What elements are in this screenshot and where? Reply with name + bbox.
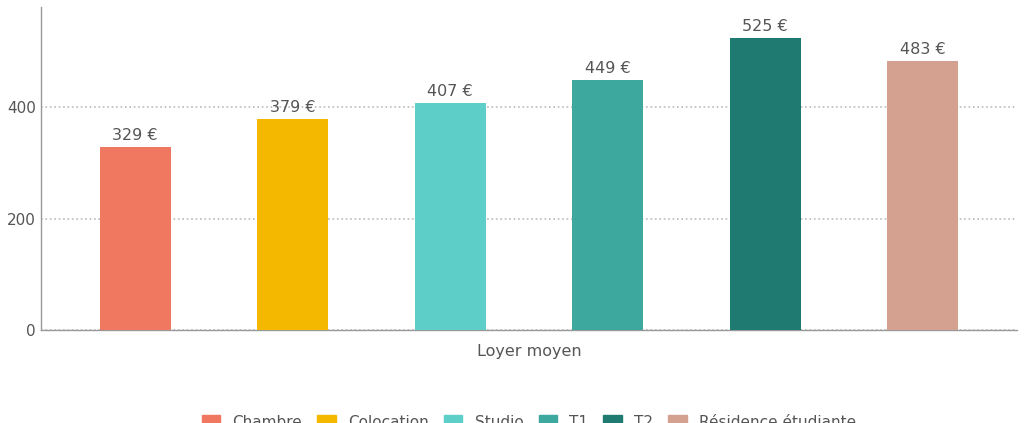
Bar	[257, 119, 328, 330]
Bar	[887, 61, 958, 330]
Text: 329 €: 329 €	[113, 128, 158, 143]
Legend: Chambre, Colocation, Studio, T1, T2, Résidence étudiante: Chambre, Colocation, Studio, T1, T2, Rés…	[196, 409, 862, 423]
Text: 483 €: 483 €	[900, 42, 945, 57]
Bar	[572, 80, 643, 330]
Text: 449 €: 449 €	[585, 61, 631, 76]
Text: 379 €: 379 €	[270, 100, 315, 115]
Text: 525 €: 525 €	[742, 19, 787, 34]
Text: 407 €: 407 €	[427, 84, 473, 99]
Bar	[415, 103, 485, 330]
Bar	[99, 147, 171, 330]
Bar	[730, 38, 801, 330]
X-axis label: Loyer moyen: Loyer moyen	[476, 344, 582, 359]
